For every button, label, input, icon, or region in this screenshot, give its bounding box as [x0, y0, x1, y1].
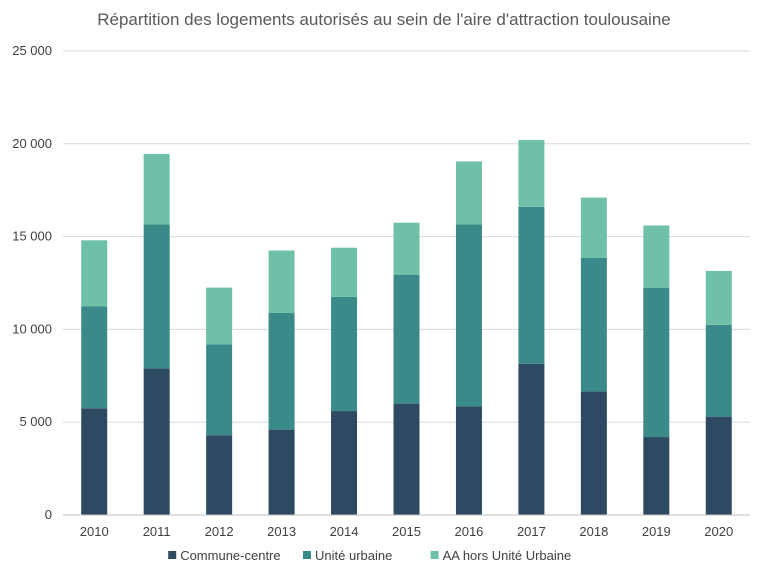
legend-label: Commune-centre — [180, 548, 280, 563]
x-tick-label: 2017 — [517, 524, 546, 539]
y-tick-label: 25 000 — [12, 43, 52, 58]
bar-segment — [580, 197, 607, 258]
bar-segment — [518, 363, 545, 515]
bar-segment — [643, 437, 670, 515]
x-tick-label: 2013 — [267, 524, 296, 539]
y-tick-label: 10 000 — [12, 321, 52, 336]
bar-segment — [455, 161, 482, 225]
bar-segment — [705, 324, 732, 417]
bars-layer — [81, 140, 732, 515]
bar-segment — [331, 411, 358, 515]
bar-segment — [331, 247, 358, 297]
x-tick-label: 2010 — [80, 524, 109, 539]
chart-title: Répartition des logements autorisés au s… — [97, 10, 671, 29]
x-tick-label: 2020 — [704, 524, 733, 539]
legend-label: AA hors Unité Urbaine — [443, 548, 572, 563]
y-tick-label: 5 000 — [19, 414, 52, 429]
bar-segment — [143, 224, 170, 369]
bar-segment — [393, 222, 420, 275]
y-tick-label: 0 — [45, 507, 52, 522]
bar-segment — [206, 287, 233, 345]
x-tick-label: 2019 — [642, 524, 671, 539]
x-tick-label: 2015 — [392, 524, 421, 539]
bar-segment — [518, 140, 545, 207]
bar-segment — [81, 240, 108, 307]
bar-segment — [455, 224, 482, 407]
bar-segment — [580, 257, 607, 392]
x-tick-label: 2014 — [330, 524, 359, 539]
bar-segment — [455, 406, 482, 515]
bar-segment — [580, 391, 607, 515]
y-tick-label: 15 000 — [12, 229, 52, 244]
x-tick-label: 2016 — [454, 524, 483, 539]
bar-segment — [143, 368, 170, 515]
bar-segment — [393, 403, 420, 515]
bar-segment — [268, 250, 295, 313]
bar-segment — [643, 225, 670, 288]
legend-swatch — [168, 551, 177, 559]
y-tick-label: 20 000 — [12, 136, 52, 151]
bar-segment — [643, 287, 670, 438]
legend-swatch — [303, 551, 311, 559]
bar-segment — [518, 206, 545, 364]
legend-label: Unité urbaine — [315, 548, 392, 563]
bar-segment — [206, 344, 233, 436]
legend-swatch — [430, 551, 439, 559]
bar-segment — [705, 416, 732, 515]
bar-segment — [705, 270, 732, 325]
x-tick-label: 2011 — [143, 524, 171, 539]
bar-segment — [268, 429, 295, 515]
axis-layer: 0 5 000 10 000 15 000 20 000 25 000 2010 2011 20… — [12, 43, 750, 539]
bar-segment — [81, 408, 108, 515]
bar-segment — [331, 296, 358, 412]
bar-segment — [81, 306, 108, 409]
bar-segment — [206, 435, 233, 515]
x-tick-label: 2012 — [205, 524, 234, 539]
bar-segment — [268, 312, 295, 430]
legend: Commune-centre Unité urbaine AA hors Unité… — [168, 548, 571, 563]
x-tick-label: 2018 — [579, 524, 608, 539]
bar-segment — [393, 274, 420, 404]
bar-segment — [143, 154, 170, 225]
